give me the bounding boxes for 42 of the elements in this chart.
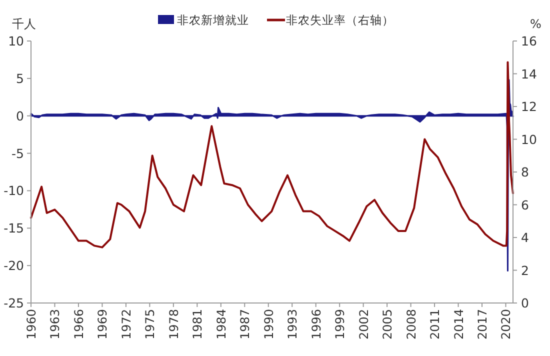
x-tick-label: 1990	[262, 309, 276, 340]
y-tick-label: -5	[12, 146, 24, 161]
y-axis-title: 千人	[12, 17, 36, 31]
x-tick-label: 1978	[166, 309, 181, 340]
y-tick-label: -25	[4, 296, 24, 310]
x-tick-label: 2008	[404, 309, 418, 340]
x-tick-label: 2002	[356, 309, 371, 340]
y2-tick-label: 6	[521, 197, 529, 212]
y-tick-label: -20	[4, 258, 24, 274]
y-tick-label: 10	[8, 34, 24, 48]
y2-tick-label: 8	[521, 164, 529, 180]
x-tick-label: 1966	[72, 309, 86, 340]
y2-tick-label: 14	[521, 66, 537, 82]
x-tick-label: 1975	[143, 309, 158, 340]
x-tick-label: 2005	[380, 309, 395, 340]
x-tick-label: 1984	[214, 309, 228, 340]
y2-tick-label: 2	[521, 262, 529, 278]
y2-tick-label: 0	[521, 296, 529, 310]
y2-axis-title: %	[530, 17, 542, 31]
legend-label: 非农失业率（右轴）	[286, 13, 394, 27]
x-tick-label: 1996	[309, 309, 324, 340]
y-tick-label: -15	[4, 220, 24, 236]
legend-label: 非农新增就业	[177, 13, 249, 27]
y-tick-label: -10	[4, 183, 24, 198]
y2-tick-label: 16	[521, 34, 537, 48]
x-tick-label: 1981	[190, 309, 205, 340]
x-tick-label: 2020	[499, 309, 514, 340]
x-tick-label: 1993	[286, 309, 300, 340]
y-tick-label: 5	[16, 70, 24, 86]
y2-tick-label: 10	[521, 132, 537, 147]
x-tick-label: 1999	[333, 309, 348, 340]
x-tick-label: 2014	[452, 309, 466, 340]
x-tick-label: 1972	[119, 309, 134, 340]
x-tick-label: 2011	[428, 309, 442, 340]
x-tick-label: 2017	[476, 309, 490, 340]
x-tick-label: 1987	[238, 309, 252, 340]
y2-tick-label: 4	[521, 230, 529, 245]
x-tick-label: 1963	[48, 309, 62, 340]
y2-tick-label: 12	[521, 99, 537, 114]
x-tick-label: 1969	[96, 309, 110, 340]
y-tick-label: 0	[16, 108, 24, 124]
x-tick-label: 1960	[24, 309, 38, 340]
